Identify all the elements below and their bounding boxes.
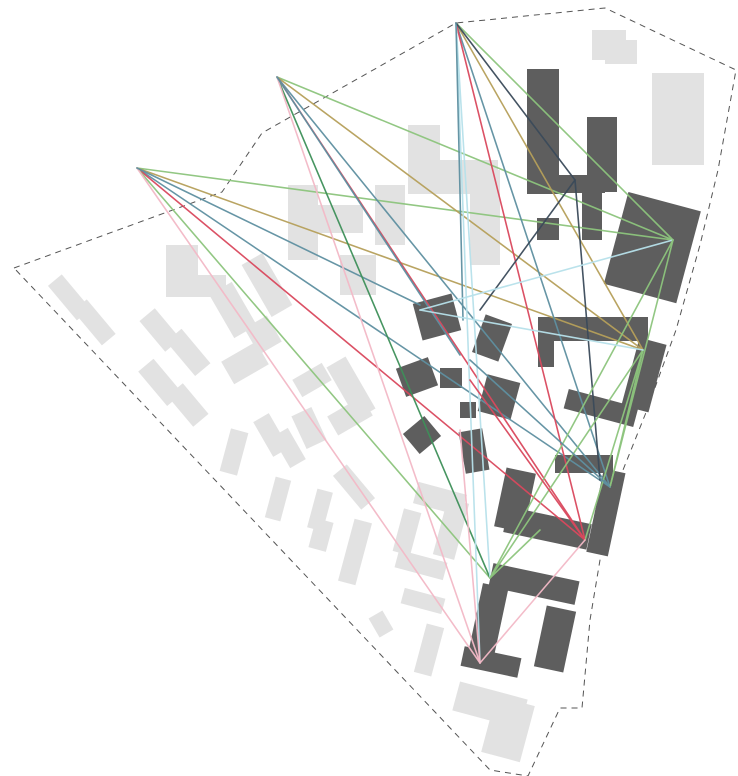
sightline-19 — [455, 22, 491, 579]
sightline-4 — [136, 167, 586, 541]
context-building — [652, 73, 704, 165]
context-building — [605, 40, 637, 64]
sightline-10 — [276, 76, 611, 488]
context-building — [291, 407, 327, 449]
project-buildings — [395, 69, 701, 678]
project-building — [586, 468, 626, 557]
sightline-17 — [455, 22, 611, 488]
context-building — [264, 476, 292, 522]
project-building — [460, 402, 476, 418]
sightline-20 — [455, 22, 481, 664]
context-building — [221, 341, 269, 385]
project-building — [477, 374, 521, 420]
context-building — [368, 610, 394, 638]
context-building — [166, 328, 211, 377]
sightline-30 — [584, 349, 644, 541]
sightline-14 — [276, 76, 461, 356]
context-building — [308, 518, 334, 552]
sightline-8 — [276, 76, 674, 241]
context-building — [307, 488, 333, 532]
context-building — [392, 508, 422, 556]
project-building — [402, 416, 442, 454]
context-building — [272, 427, 306, 469]
sightline-16 — [455, 22, 644, 351]
context-buildings — [47, 30, 704, 763]
sightlines-group — [136, 22, 674, 664]
sightline-36 — [459, 429, 481, 664]
sightline-1 — [136, 167, 674, 241]
project-building — [603, 192, 701, 304]
context-building — [72, 299, 116, 346]
project-building — [537, 218, 559, 240]
context-building — [432, 498, 470, 560]
sightline-13 — [276, 76, 481, 664]
project-building — [395, 357, 439, 397]
sightline-35 — [479, 539, 586, 664]
project-building — [533, 605, 577, 673]
context-building — [413, 623, 445, 677]
sightline-5 — [136, 167, 491, 579]
project-building — [527, 69, 559, 194]
context-building — [241, 253, 293, 317]
sightline-34 — [489, 529, 541, 579]
project-building — [472, 314, 512, 362]
sightline-32 — [469, 359, 611, 488]
sightline-29 — [609, 349, 644, 488]
project-building — [460, 646, 522, 678]
sightline-25 — [419, 239, 674, 311]
project-building — [503, 506, 592, 550]
sightline-3 — [136, 167, 611, 488]
context-building — [400, 587, 446, 615]
context-building — [166, 275, 226, 297]
sightline-24 — [574, 179, 601, 481]
sightline-26 — [489, 239, 674, 579]
sightline-22 — [455, 22, 464, 321]
context-building — [332, 464, 376, 510]
context-building — [167, 383, 209, 427]
sightline-28 — [489, 349, 644, 579]
context-building — [470, 170, 500, 265]
context-building — [219, 428, 249, 476]
sightline-33 — [469, 379, 586, 541]
sightline-7 — [136, 167, 421, 306]
sightline-6 — [136, 167, 481, 664]
sightline-21 — [455, 22, 576, 181]
context-building — [481, 695, 535, 763]
context-building — [292, 362, 332, 398]
context-building — [338, 518, 372, 586]
project-building — [488, 563, 580, 605]
project-building — [563, 389, 639, 427]
sightline-2 — [136, 167, 644, 351]
sightline-31 — [419, 309, 644, 351]
sightline-12 — [276, 76, 491, 579]
site-boundary — [13, 7, 737, 776]
sightline-15 — [455, 22, 674, 241]
